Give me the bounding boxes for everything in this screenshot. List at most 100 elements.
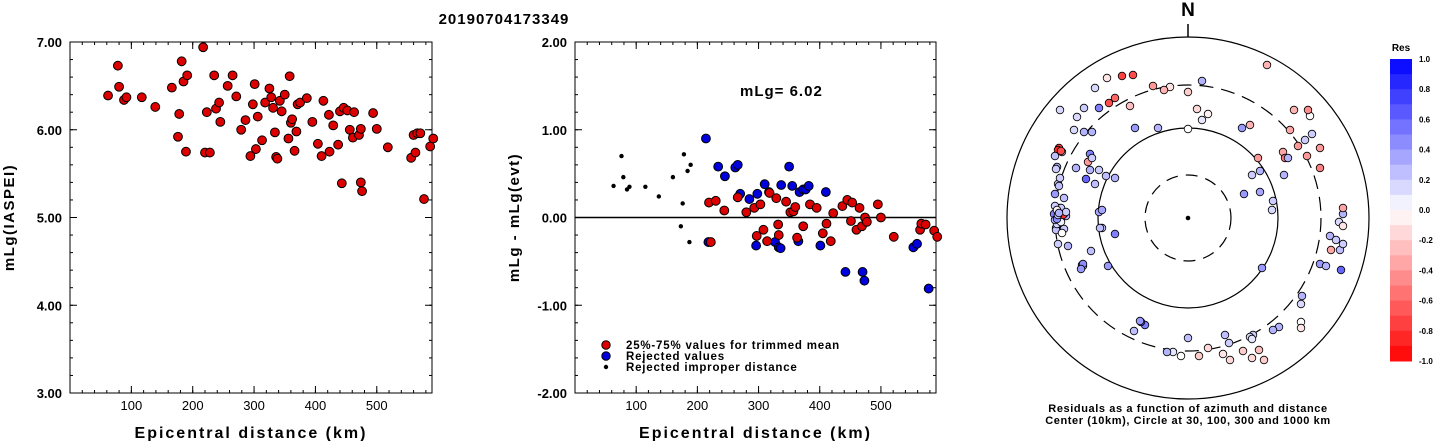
data-point xyxy=(264,83,275,94)
legend-marker xyxy=(603,364,609,370)
data-point-improper-distance xyxy=(678,224,684,229)
data-point-rejected xyxy=(840,267,851,277)
data-point-rejected xyxy=(775,243,786,254)
station-residual xyxy=(1063,241,1073,251)
data-point-trimmed xyxy=(821,218,832,229)
station-residual xyxy=(1302,151,1312,161)
x-axis-label: Epicentral distance (km) xyxy=(135,425,368,441)
station-residual xyxy=(1296,299,1306,309)
data-point-rejected xyxy=(732,159,743,170)
data-point-improper-distance xyxy=(627,184,632,189)
station-residual xyxy=(1218,349,1228,359)
data-point-trimmed xyxy=(790,202,801,212)
station-residual xyxy=(1325,231,1335,241)
data-point xyxy=(291,126,302,137)
data-point xyxy=(112,60,123,71)
y-tick-label: 6.00 xyxy=(37,123,62,138)
data-point xyxy=(355,177,366,188)
circle-300km xyxy=(1054,84,1322,352)
station-residual xyxy=(1079,127,1089,137)
data-point-trimmed xyxy=(811,202,822,213)
station-residual xyxy=(1297,291,1307,301)
data-point-trimmed xyxy=(854,202,865,213)
station-residual xyxy=(1090,179,1100,189)
station-residual xyxy=(1259,355,1269,365)
station-residual xyxy=(1129,326,1139,336)
station-residual xyxy=(1239,189,1249,199)
station-residual xyxy=(1128,70,1138,80)
data-point-trimmed xyxy=(755,199,766,210)
data-point-rejected xyxy=(713,161,724,172)
data-point-trimmed xyxy=(888,231,899,242)
station-residual xyxy=(1338,203,1348,213)
station-residual xyxy=(1055,105,1065,115)
station-residual xyxy=(1255,166,1265,176)
data-point xyxy=(231,91,242,102)
station-residual xyxy=(1224,338,1234,348)
x-tick-label: 400 xyxy=(305,398,327,413)
colorbar-step xyxy=(1390,315,1412,332)
station-residual xyxy=(1104,98,1114,108)
data-point-trimmed xyxy=(861,216,872,227)
data-point xyxy=(349,107,359,118)
y-tick-label: -1.00 xyxy=(537,298,567,313)
data-point xyxy=(266,92,277,103)
data-point-improper-distance xyxy=(687,239,692,245)
station-residual xyxy=(1072,112,1082,122)
station-residual xyxy=(1220,330,1230,340)
station-residual xyxy=(1268,325,1278,335)
station-residual xyxy=(1054,181,1064,191)
station-residual xyxy=(1183,124,1193,134)
station-residual xyxy=(1094,165,1104,175)
center-marker xyxy=(1185,215,1191,221)
data-point xyxy=(428,133,439,144)
data-point-trimmed xyxy=(762,236,773,247)
colorbar-step xyxy=(1390,179,1412,196)
colorbar-step xyxy=(1390,240,1412,256)
data-point-improper-distance xyxy=(688,162,693,168)
data-point xyxy=(215,116,226,127)
data-point-trimmed xyxy=(876,212,886,223)
colorbar-step xyxy=(1390,119,1412,135)
data-point xyxy=(198,42,209,53)
colorbar-step xyxy=(1390,285,1412,302)
x-tick-label: 500 xyxy=(870,398,892,413)
data-point xyxy=(410,147,421,158)
legend-marker xyxy=(601,340,611,350)
station-residual xyxy=(1203,109,1213,119)
station-residual xyxy=(1247,170,1257,180)
data-point-improper-distance xyxy=(619,153,624,159)
data-point-improper-distance xyxy=(670,174,676,180)
polar-subcaption: Center (10km), Circle at 30, 100, 300 an… xyxy=(1045,415,1331,427)
x-tick-label: 200 xyxy=(687,398,709,413)
colorbar-step xyxy=(1390,210,1412,226)
data-point xyxy=(371,123,382,134)
data-point-trimmed xyxy=(872,199,883,210)
station-residual xyxy=(1055,173,1065,183)
station-residual xyxy=(1103,261,1113,271)
station-residual xyxy=(1087,127,1097,137)
station-residual xyxy=(1176,351,1186,361)
station-residual xyxy=(1203,343,1213,353)
data-point xyxy=(316,151,327,161)
station-residual xyxy=(1087,153,1097,163)
data-point xyxy=(247,99,258,110)
station-residual xyxy=(1097,205,1107,215)
data-point xyxy=(209,70,220,81)
data-point-rejected xyxy=(776,180,787,190)
polar-caption: Residuals as a function of azimuth and d… xyxy=(1048,403,1327,415)
colorbar-step xyxy=(1390,330,1412,347)
station-residual xyxy=(1135,316,1145,326)
data-point xyxy=(214,97,224,108)
station-residual xyxy=(1102,73,1112,83)
station-residual xyxy=(1225,355,1235,365)
colorbar-step xyxy=(1390,164,1412,181)
data-point-trimmed xyxy=(705,237,716,247)
data-point-trimmed xyxy=(825,236,836,247)
data-point-improper-distance xyxy=(685,168,690,174)
station-residual xyxy=(1257,263,1267,273)
station-residual xyxy=(1086,246,1096,256)
station-residual xyxy=(1326,245,1336,255)
station-residual xyxy=(1081,174,1091,184)
